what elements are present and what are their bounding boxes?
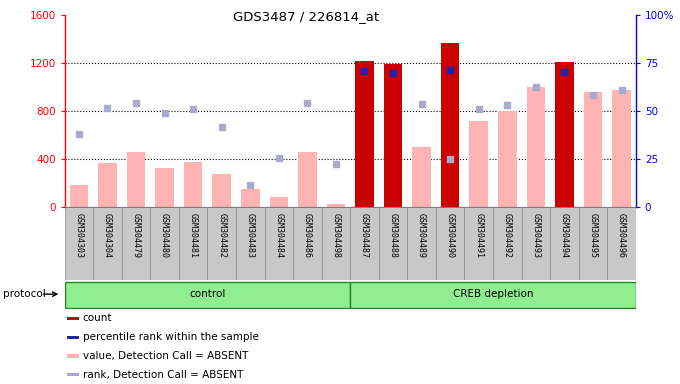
- Bar: [493, 207, 522, 280]
- Bar: [550, 207, 579, 280]
- Bar: [236, 207, 265, 280]
- Bar: [412, 147, 431, 207]
- Bar: [384, 64, 403, 207]
- Bar: [67, 354, 79, 358]
- Text: GSM304484: GSM304484: [274, 213, 284, 258]
- Text: percentile rank within the sample: percentile rank within the sample: [82, 332, 258, 342]
- Bar: [407, 207, 436, 280]
- Point: [473, 106, 484, 112]
- Bar: [612, 90, 631, 207]
- Text: GSM304492: GSM304492: [503, 213, 512, 258]
- Text: GSM304496: GSM304496: [617, 213, 626, 258]
- Point: [245, 182, 256, 188]
- Bar: [67, 336, 79, 339]
- Bar: [607, 207, 636, 280]
- Bar: [464, 207, 493, 280]
- Bar: [269, 197, 288, 207]
- Bar: [93, 207, 122, 280]
- Bar: [155, 168, 174, 207]
- Text: GSM304487: GSM304487: [360, 213, 369, 258]
- Bar: [69, 185, 88, 207]
- Point: [330, 161, 341, 167]
- Point: [216, 124, 227, 130]
- Point: [388, 70, 398, 76]
- Text: GSM304482: GSM304482: [217, 213, 226, 258]
- Point: [445, 156, 456, 162]
- Bar: [212, 174, 231, 207]
- Text: GSM304486: GSM304486: [303, 213, 312, 258]
- Text: GDS3487 / 226814_at: GDS3487 / 226814_at: [233, 10, 379, 23]
- Text: protocol: protocol: [3, 289, 46, 299]
- Point: [530, 84, 541, 91]
- Bar: [67, 317, 79, 320]
- Bar: [326, 204, 345, 207]
- Point: [102, 105, 113, 111]
- Bar: [67, 373, 79, 376]
- Text: rank, Detection Call = ABSENT: rank, Detection Call = ABSENT: [82, 370, 243, 380]
- Bar: [98, 163, 117, 207]
- Bar: [379, 207, 407, 280]
- Bar: [207, 207, 236, 280]
- Bar: [579, 207, 607, 280]
- Bar: [65, 282, 350, 308]
- Text: GSM304494: GSM304494: [560, 213, 569, 258]
- Bar: [322, 207, 350, 280]
- Bar: [241, 189, 260, 207]
- Text: CREB depletion: CREB depletion: [453, 289, 533, 299]
- Text: GSM304490: GSM304490: [445, 213, 455, 258]
- Text: GSM304495: GSM304495: [588, 213, 598, 258]
- Bar: [583, 92, 602, 207]
- Text: GSM304481: GSM304481: [188, 213, 198, 258]
- Point: [588, 91, 598, 98]
- Text: GSM304489: GSM304489: [417, 213, 426, 258]
- Point: [188, 106, 199, 112]
- Text: GSM304480: GSM304480: [160, 213, 169, 258]
- Bar: [469, 121, 488, 207]
- Bar: [293, 207, 322, 280]
- Point: [445, 67, 456, 73]
- Bar: [184, 162, 203, 207]
- Text: GSM304491: GSM304491: [474, 213, 483, 258]
- Point: [273, 155, 284, 161]
- Point: [502, 102, 513, 108]
- Bar: [555, 62, 574, 207]
- Bar: [355, 61, 374, 207]
- Point: [416, 101, 427, 107]
- Text: count: count: [82, 313, 112, 323]
- Point: [131, 100, 141, 106]
- Text: GSM304304: GSM304304: [103, 213, 112, 258]
- Bar: [522, 207, 550, 280]
- Text: value, Detection Call = ABSENT: value, Detection Call = ABSENT: [82, 351, 248, 361]
- Text: GSM304493: GSM304493: [531, 213, 541, 258]
- Bar: [436, 207, 464, 280]
- Point: [302, 100, 313, 106]
- Text: GSM304498: GSM304498: [331, 213, 341, 258]
- Bar: [526, 88, 545, 207]
- Bar: [350, 282, 636, 308]
- Point: [359, 68, 370, 74]
- Bar: [122, 207, 150, 280]
- Bar: [298, 152, 317, 207]
- Point: [73, 131, 84, 137]
- Bar: [498, 111, 517, 207]
- Text: GSM304303: GSM304303: [74, 213, 84, 258]
- Text: GSM304483: GSM304483: [245, 213, 255, 258]
- Point: [559, 69, 570, 75]
- Point: [159, 109, 170, 116]
- Bar: [150, 207, 179, 280]
- Text: control: control: [189, 289, 226, 299]
- Bar: [265, 207, 293, 280]
- Point: [616, 87, 627, 93]
- Text: GSM304488: GSM304488: [388, 213, 398, 258]
- Bar: [126, 152, 146, 207]
- Bar: [179, 207, 207, 280]
- Bar: [65, 207, 93, 280]
- Text: GSM304479: GSM304479: [131, 213, 141, 258]
- Bar: [350, 207, 379, 280]
- Bar: [441, 43, 460, 207]
